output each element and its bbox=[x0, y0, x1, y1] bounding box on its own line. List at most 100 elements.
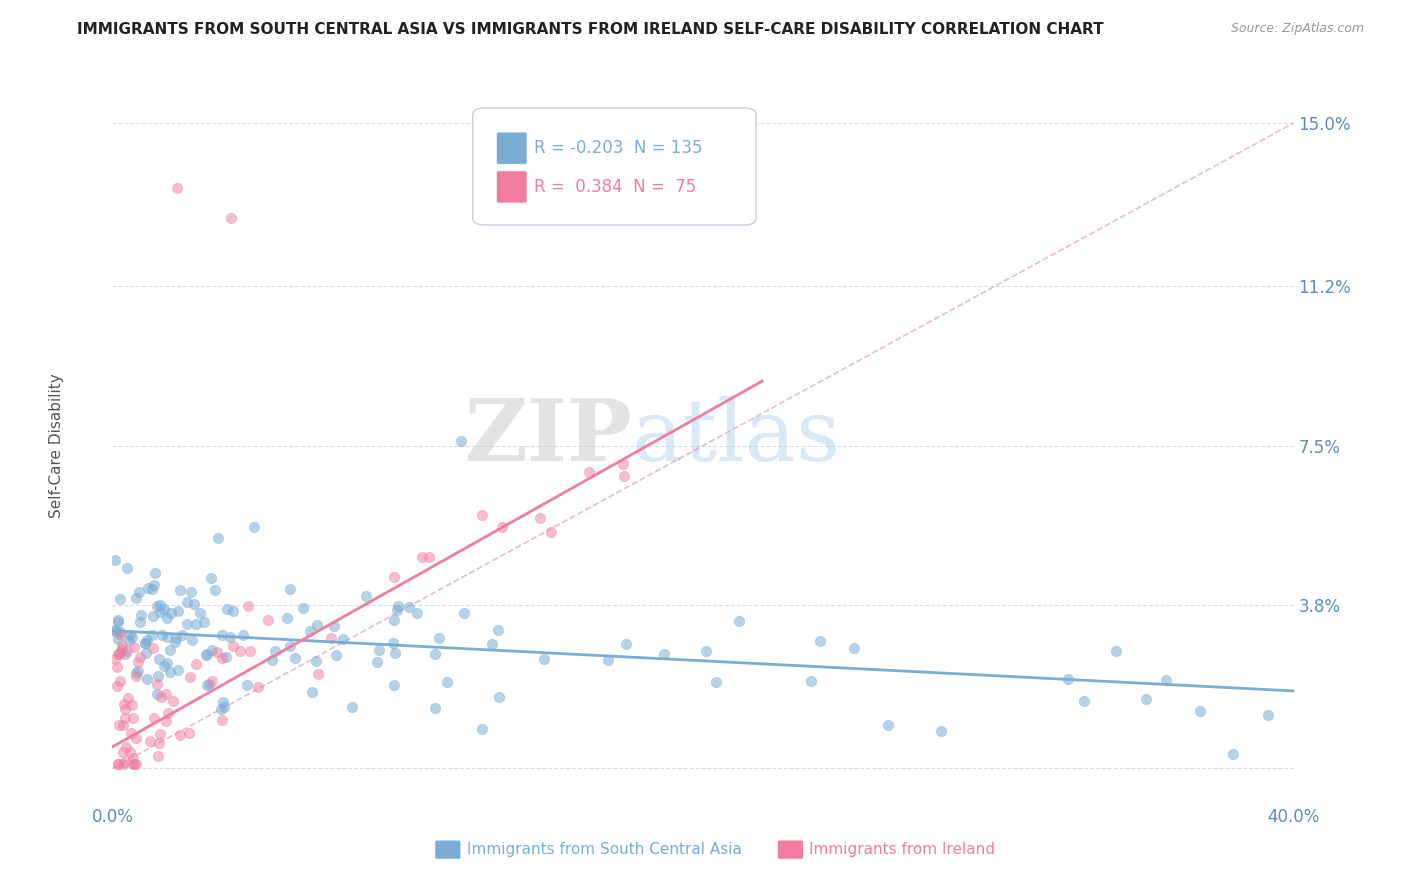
Point bbox=[139, 733, 162, 747]
Point bbox=[211, 651, 233, 665]
Point bbox=[159, 642, 181, 657]
Point bbox=[160, 607, 183, 621]
Point bbox=[107, 757, 129, 772]
Point bbox=[112, 697, 135, 711]
Point bbox=[197, 647, 219, 661]
Point bbox=[120, 726, 142, 740]
Point bbox=[107, 757, 129, 772]
Point bbox=[108, 625, 131, 640]
Point bbox=[222, 639, 245, 653]
Point bbox=[529, 511, 551, 525]
Point bbox=[229, 644, 252, 658]
Point bbox=[616, 637, 638, 651]
Point bbox=[423, 647, 446, 661]
Point bbox=[156, 657, 179, 671]
Point bbox=[108, 627, 131, 641]
Point bbox=[149, 598, 172, 612]
Point bbox=[111, 641, 134, 656]
Point bbox=[128, 584, 150, 599]
Point bbox=[149, 605, 172, 619]
Point bbox=[135, 672, 157, 686]
Point bbox=[148, 748, 170, 763]
Point bbox=[122, 640, 145, 654]
Point bbox=[107, 632, 129, 646]
FancyBboxPatch shape bbox=[472, 108, 756, 225]
Point bbox=[325, 648, 347, 662]
Point bbox=[1154, 673, 1177, 688]
Point bbox=[150, 628, 173, 642]
Point bbox=[276, 610, 298, 624]
Point bbox=[195, 678, 218, 692]
Point bbox=[177, 726, 200, 740]
Point bbox=[205, 645, 228, 659]
Point bbox=[169, 583, 191, 598]
Point bbox=[110, 673, 132, 688]
Point bbox=[107, 613, 129, 627]
Point bbox=[104, 652, 127, 666]
Point bbox=[219, 211, 242, 225]
Point bbox=[382, 678, 405, 692]
Point bbox=[425, 701, 447, 715]
Point bbox=[354, 589, 377, 603]
Point bbox=[129, 615, 152, 629]
FancyBboxPatch shape bbox=[778, 840, 803, 859]
Point bbox=[152, 659, 174, 673]
Text: atlas: atlas bbox=[633, 395, 841, 479]
Point bbox=[368, 643, 391, 657]
Point bbox=[533, 652, 555, 666]
Point bbox=[115, 739, 138, 754]
Point bbox=[121, 710, 143, 724]
Point bbox=[112, 745, 135, 759]
Point bbox=[142, 578, 165, 592]
Point bbox=[844, 640, 866, 655]
Point bbox=[108, 645, 131, 659]
Point bbox=[207, 531, 229, 545]
Point bbox=[142, 710, 165, 724]
Point bbox=[211, 714, 233, 728]
Point bbox=[105, 679, 128, 693]
Point bbox=[453, 607, 475, 621]
Point bbox=[385, 603, 408, 617]
Point bbox=[387, 599, 409, 613]
Point bbox=[1057, 672, 1080, 686]
Point bbox=[263, 644, 285, 658]
Text: IMMIGRANTS FROM SOUTH CENTRAL ASIA VS IMMIGRANTS FROM IRELAND SELF-CARE DISABILI: IMMIGRANTS FROM SOUTH CENTRAL ASIA VS IM… bbox=[77, 22, 1104, 37]
Point bbox=[307, 617, 329, 632]
Point bbox=[107, 615, 129, 629]
Point bbox=[118, 745, 141, 759]
Point bbox=[384, 613, 406, 627]
Point bbox=[156, 630, 179, 644]
Point bbox=[186, 617, 208, 632]
Point bbox=[183, 597, 205, 611]
Point bbox=[1222, 747, 1244, 761]
Point bbox=[105, 660, 128, 674]
Point bbox=[145, 677, 167, 691]
Point bbox=[247, 680, 270, 694]
FancyBboxPatch shape bbox=[496, 132, 527, 164]
Point bbox=[232, 628, 254, 642]
Point bbox=[799, 673, 821, 688]
Point bbox=[155, 687, 177, 701]
Point bbox=[179, 670, 201, 684]
Point bbox=[201, 673, 224, 688]
Point bbox=[124, 669, 146, 683]
Point bbox=[108, 647, 131, 661]
Point bbox=[808, 634, 831, 648]
Point bbox=[121, 698, 143, 712]
Point bbox=[1188, 704, 1211, 718]
Point bbox=[120, 628, 142, 642]
Point bbox=[305, 654, 328, 668]
Point bbox=[114, 755, 136, 769]
Point bbox=[211, 695, 233, 709]
Point bbox=[108, 591, 131, 606]
Point bbox=[129, 608, 152, 623]
Point bbox=[157, 706, 180, 720]
Point bbox=[436, 675, 458, 690]
Point bbox=[239, 644, 262, 658]
Point bbox=[238, 599, 260, 614]
Point bbox=[148, 736, 170, 750]
Point bbox=[167, 663, 190, 677]
Point bbox=[450, 434, 472, 449]
Point bbox=[135, 633, 157, 648]
Point bbox=[121, 631, 143, 645]
